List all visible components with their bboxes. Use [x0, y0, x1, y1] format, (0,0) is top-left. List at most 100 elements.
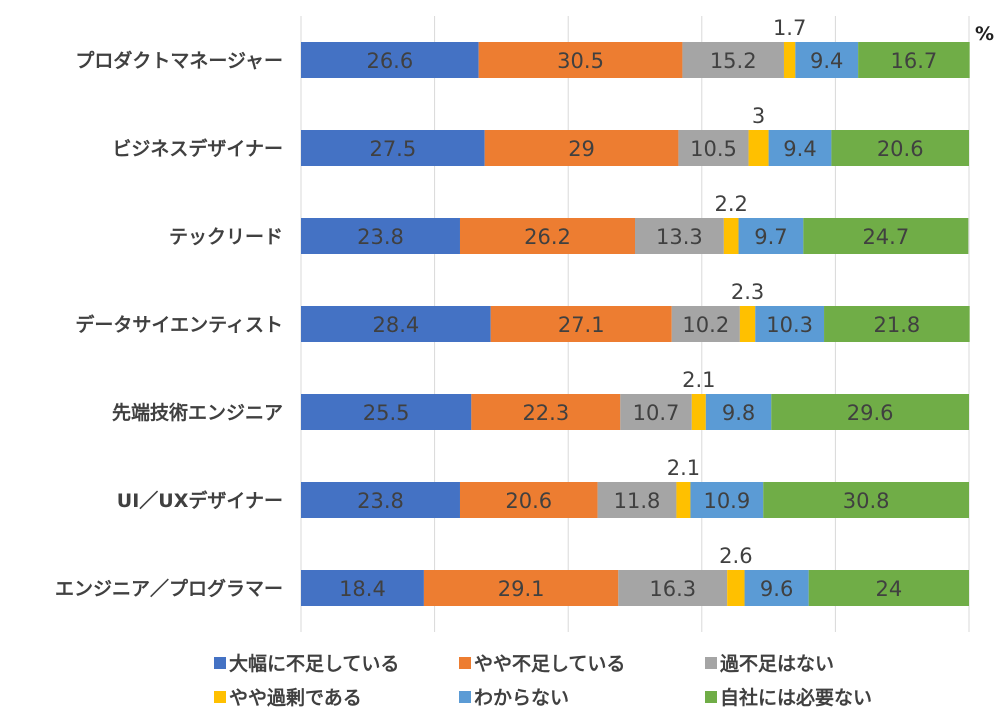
- bar-segment: [723, 218, 739, 254]
- data-label: 9.7: [754, 225, 787, 249]
- data-label: 13.3: [656, 225, 703, 249]
- data-label: 30.5: [557, 49, 604, 73]
- legend-swatch: [705, 691, 717, 703]
- bar-segment: [301, 218, 460, 254]
- bar-segment: [301, 130, 485, 166]
- bar-segment: [739, 306, 756, 342]
- data-label: 15.2: [710, 49, 757, 73]
- data-label: 9.6: [760, 577, 793, 601]
- bar-segment: [597, 482, 677, 518]
- bar-segment: [471, 394, 621, 430]
- data-label: 20.6: [505, 489, 552, 513]
- bar-segment: [748, 130, 769, 166]
- data-label: 10.5: [690, 137, 737, 161]
- data-label: 2.2: [714, 192, 747, 216]
- data-label: 24.7: [862, 225, 909, 249]
- legend-label: やや過剰である: [229, 686, 362, 709]
- data-label: 22.3: [522, 401, 569, 425]
- data-label: 29: [568, 137, 595, 161]
- data-label: 2.1: [667, 456, 700, 480]
- bar-segment: [671, 306, 740, 342]
- bar-segment: [783, 42, 796, 78]
- bar-segment: [478, 42, 683, 78]
- data-label: 10.7: [633, 401, 680, 425]
- bar-segment: [744, 570, 809, 606]
- data-label: 16.3: [649, 577, 696, 601]
- legend-swatch: [214, 691, 226, 703]
- bar-segment: [423, 570, 619, 606]
- legend-label: 自社には必要ない: [720, 686, 872, 709]
- bar-segment: [768, 130, 832, 166]
- bar-segment: [678, 130, 749, 166]
- bar-segment: [690, 482, 764, 518]
- bar-segment: [301, 482, 460, 518]
- category-label: ビジネスデザイナー: [112, 137, 283, 160]
- bar-segment: [490, 306, 672, 342]
- data-label: 10.2: [682, 313, 729, 337]
- bar-segment: [831, 130, 969, 166]
- legend-swatch: [459, 657, 471, 669]
- bar-segment: [301, 570, 424, 606]
- bar-segment: [618, 570, 728, 606]
- bar-segment: [682, 42, 784, 78]
- data-label: 29.6: [847, 401, 894, 425]
- category-label: エンジニア／プログラマー: [55, 577, 283, 600]
- bar-segment: [459, 218, 635, 254]
- data-label: 18.4: [339, 577, 386, 601]
- value-labels: 26.6 30.5 15.21.79.4 16.727.5 29 10.539.4 20.6…: [339, 16, 937, 601]
- legend-swatch: [214, 657, 226, 669]
- bar-segment: [459, 482, 598, 518]
- legend-label: わからない: [474, 687, 569, 709]
- data-label: 2.6: [719, 544, 752, 568]
- bar-segment: [301, 306, 491, 342]
- bar-segment: [755, 306, 825, 342]
- data-label: 28.4: [372, 313, 419, 337]
- data-label: 2.3: [731, 280, 764, 304]
- category-label: プロダクトマネージャー: [75, 49, 283, 72]
- category-label: データサイエンティスト: [75, 313, 283, 336]
- legend-swatch: [459, 691, 471, 703]
- data-label: 9.8: [722, 401, 755, 425]
- data-label: 21.8: [873, 313, 920, 337]
- category-label: UI／UXデザイナー: [117, 489, 283, 512]
- data-label: 10.9: [703, 489, 750, 513]
- data-label: 9.4: [810, 49, 843, 73]
- data-label: 20.6: [877, 137, 924, 161]
- bars-group: [301, 42, 970, 606]
- bar-segment: [738, 218, 804, 254]
- data-label: 25.5: [363, 401, 410, 425]
- bar-segment: [795, 42, 859, 78]
- data-label: 26.6: [366, 49, 413, 73]
- data-label: 30.8: [843, 489, 890, 513]
- data-label: 10.3: [766, 313, 813, 337]
- bar-segment: [301, 394, 472, 430]
- legend-label: 大幅に不足している: [229, 652, 399, 675]
- bar-segment: [676, 482, 691, 518]
- unit-label: %: [975, 23, 994, 45]
- legend-label: 過不足はない: [720, 653, 834, 675]
- bar-segment: [824, 306, 970, 342]
- data-label: 16.7: [891, 49, 938, 73]
- bar-segment: [301, 42, 479, 78]
- bar-segment: [858, 42, 970, 78]
- data-label: 11.8: [614, 489, 661, 513]
- data-label: 9.4: [783, 137, 816, 161]
- data-label: 29.1: [498, 577, 545, 601]
- category-labels: プロダクトマネージャービジネスデザイナーテックリードデータサイエンティスト先端技…: [55, 49, 283, 600]
- data-label: 23.8: [357, 225, 404, 249]
- data-label: 27.1: [558, 313, 605, 337]
- category-label: 先端技術エンジニア: [112, 401, 283, 424]
- bar-segment: [635, 218, 724, 254]
- bar-segment: [763, 482, 969, 518]
- legend-swatch: [705, 657, 717, 669]
- data-label: 24: [875, 577, 902, 601]
- bar-segment: [771, 394, 969, 430]
- bar-segment: [484, 130, 679, 166]
- legend-label: やや不足している: [474, 653, 625, 675]
- bar-segment: [808, 570, 969, 606]
- data-label: 1.7: [773, 16, 806, 40]
- bar-segment: [705, 394, 772, 430]
- data-label: 3: [752, 104, 765, 128]
